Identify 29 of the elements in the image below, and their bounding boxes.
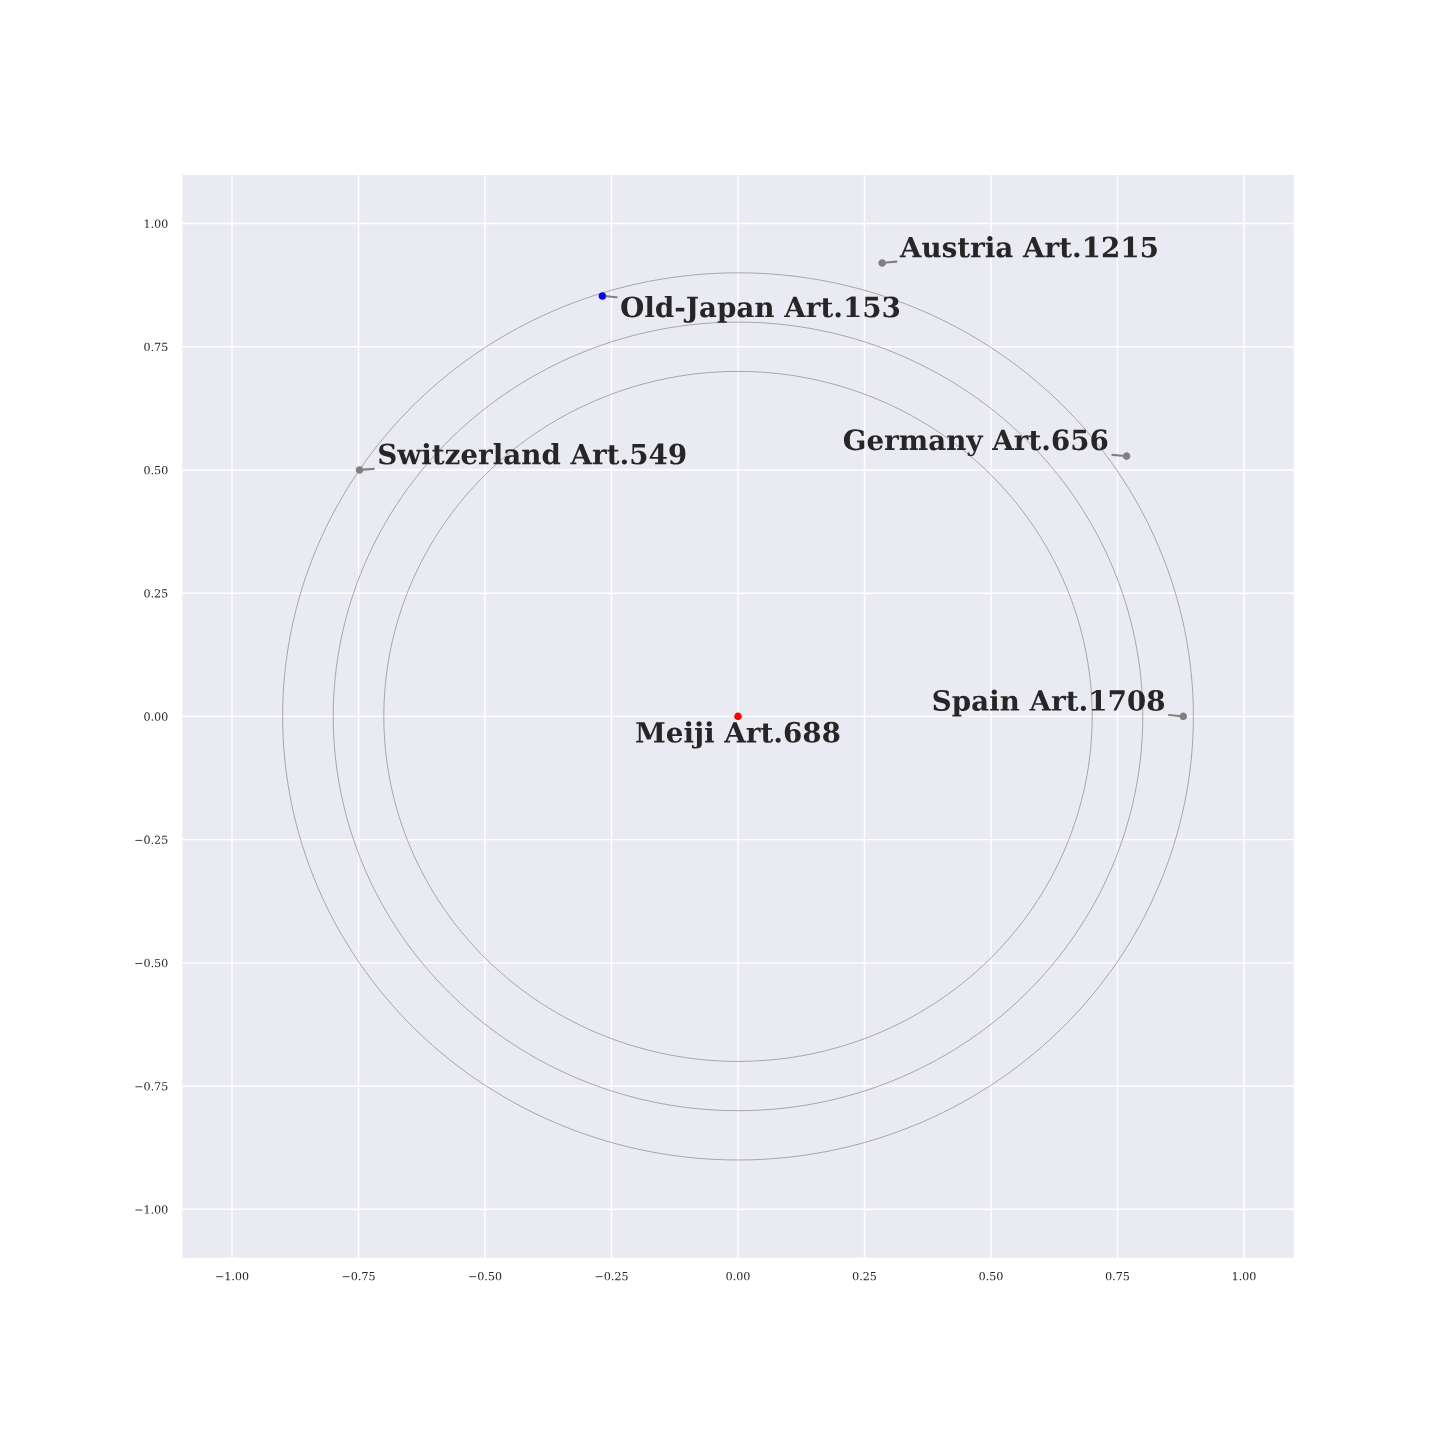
y-tick-label: −0.50 [135, 958, 168, 968]
annotation: Spain Art.1708 [933, 689, 1165, 717]
point [598, 292, 607, 300]
y-tick-label: −0.75 [135, 1082, 168, 1091]
x-tick-label: 1.00 [1232, 1271, 1256, 1281]
y-tick-label: 0.75 [144, 342, 168, 352]
y-tick-label: −1.00 [135, 1205, 168, 1214]
point [878, 259, 886, 267]
x-tick-label: −0.50 [469, 1271, 502, 1281]
annotation: Old-Japan Art.153 [621, 295, 900, 323]
x-tick-label: −1.00 [216, 1271, 249, 1281]
point [1122, 452, 1131, 460]
x-tick-label: 0.00 [726, 1271, 750, 1281]
x-tick-label: 0.25 [852, 1271, 876, 1281]
x-tick-label: −0.75 [342, 1271, 375, 1281]
y-tick-label: 0.25 [144, 589, 168, 598]
annotation: Germany Art.656 [843, 429, 1108, 457]
annotation: Meiji Art.688 [636, 721, 840, 749]
y-tick-label: −0.25 [135, 835, 168, 844]
x-tick-label: 0.75 [1105, 1271, 1129, 1281]
x-tick-label: −0.25 [595, 1271, 628, 1281]
annotation: Austria Art.1215 [899, 236, 1157, 258]
y-tick-label: 0.50 [144, 465, 168, 475]
point [1179, 712, 1188, 721]
point [355, 466, 364, 474]
y-tick-label: 0.00 [144, 712, 168, 721]
y-tick-label: 1.00 [144, 219, 168, 228]
x-tick-label: 0.50 [979, 1271, 1003, 1281]
annotation: Switzerland Art.549 [379, 443, 686, 465]
